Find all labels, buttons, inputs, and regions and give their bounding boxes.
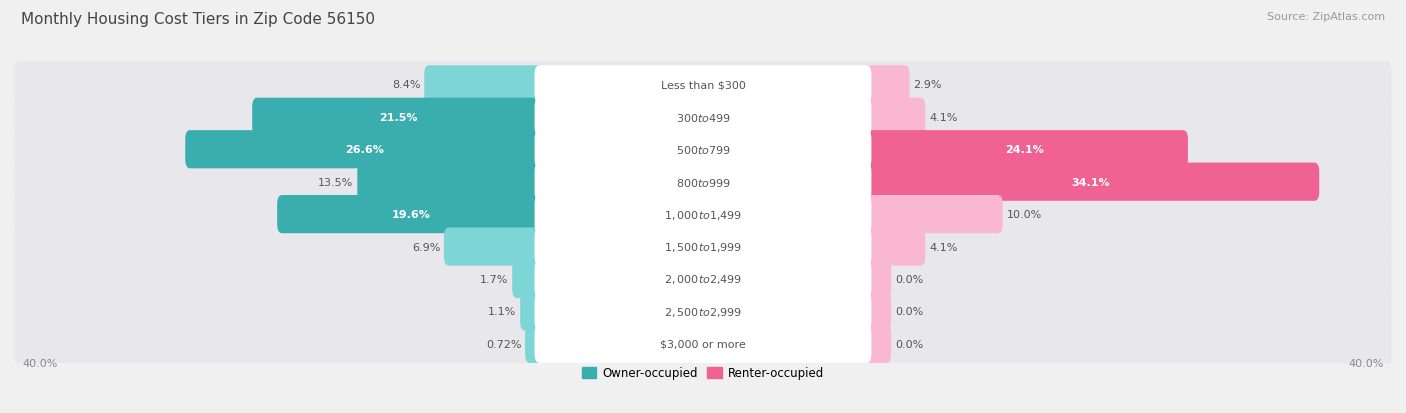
FancyBboxPatch shape: [520, 292, 544, 331]
Text: 1.1%: 1.1%: [488, 307, 516, 317]
Text: 4.1%: 4.1%: [929, 112, 957, 123]
Text: 4.1%: 4.1%: [929, 242, 957, 252]
Text: $1,000 to $1,499: $1,000 to $1,499: [664, 208, 742, 221]
Text: $800 to $999: $800 to $999: [675, 176, 731, 188]
Text: 26.6%: 26.6%: [346, 145, 384, 155]
Text: 0.0%: 0.0%: [896, 274, 924, 284]
Text: 19.6%: 19.6%: [391, 210, 430, 220]
FancyBboxPatch shape: [277, 195, 544, 234]
FancyBboxPatch shape: [862, 260, 891, 298]
FancyBboxPatch shape: [14, 256, 1392, 302]
FancyBboxPatch shape: [357, 163, 544, 201]
FancyBboxPatch shape: [534, 228, 872, 266]
Text: 13.5%: 13.5%: [318, 177, 353, 187]
Text: 8.4%: 8.4%: [392, 80, 420, 90]
FancyBboxPatch shape: [534, 292, 872, 331]
Text: 1.7%: 1.7%: [479, 274, 509, 284]
Text: $2,500 to $2,999: $2,500 to $2,999: [664, 305, 742, 318]
FancyBboxPatch shape: [534, 195, 872, 234]
FancyBboxPatch shape: [444, 228, 544, 266]
FancyBboxPatch shape: [252, 98, 544, 137]
Text: 6.9%: 6.9%: [412, 242, 440, 252]
Text: 40.0%: 40.0%: [22, 358, 58, 368]
FancyBboxPatch shape: [14, 95, 1392, 140]
Text: $1,500 to $1,999: $1,500 to $1,999: [664, 240, 742, 254]
Text: 2.9%: 2.9%: [914, 80, 942, 90]
Text: 34.1%: 34.1%: [1071, 177, 1109, 187]
FancyBboxPatch shape: [14, 321, 1392, 367]
Text: $500 to $799: $500 to $799: [675, 144, 731, 156]
FancyBboxPatch shape: [534, 163, 872, 201]
FancyBboxPatch shape: [862, 131, 1188, 169]
FancyBboxPatch shape: [512, 260, 544, 298]
FancyBboxPatch shape: [862, 325, 891, 363]
FancyBboxPatch shape: [862, 66, 910, 104]
Text: Monthly Housing Cost Tiers in Zip Code 56150: Monthly Housing Cost Tiers in Zip Code 5…: [21, 12, 375, 27]
FancyBboxPatch shape: [14, 224, 1392, 270]
Text: 21.5%: 21.5%: [380, 112, 418, 123]
Text: Less than $300: Less than $300: [661, 80, 745, 90]
Text: Source: ZipAtlas.com: Source: ZipAtlas.com: [1267, 12, 1385, 22]
Text: $300 to $499: $300 to $499: [675, 112, 731, 123]
FancyBboxPatch shape: [862, 195, 1002, 234]
Text: 0.72%: 0.72%: [486, 339, 522, 349]
Text: $2,000 to $2,499: $2,000 to $2,499: [664, 273, 742, 286]
FancyBboxPatch shape: [14, 62, 1392, 108]
Text: 0.0%: 0.0%: [896, 307, 924, 317]
FancyBboxPatch shape: [862, 292, 891, 331]
Text: 10.0%: 10.0%: [1007, 210, 1042, 220]
Legend: Owner-occupied, Renter-occupied: Owner-occupied, Renter-occupied: [578, 362, 828, 384]
FancyBboxPatch shape: [862, 98, 925, 137]
Text: $3,000 or more: $3,000 or more: [661, 339, 745, 349]
FancyBboxPatch shape: [862, 163, 1319, 201]
FancyBboxPatch shape: [534, 98, 872, 137]
FancyBboxPatch shape: [186, 131, 544, 169]
FancyBboxPatch shape: [534, 260, 872, 298]
Text: 24.1%: 24.1%: [1005, 145, 1045, 155]
FancyBboxPatch shape: [534, 66, 872, 104]
Text: 0.0%: 0.0%: [896, 339, 924, 349]
FancyBboxPatch shape: [534, 131, 872, 169]
FancyBboxPatch shape: [14, 127, 1392, 173]
FancyBboxPatch shape: [862, 228, 925, 266]
FancyBboxPatch shape: [534, 325, 872, 363]
FancyBboxPatch shape: [425, 66, 544, 104]
Text: 40.0%: 40.0%: [1348, 358, 1384, 368]
FancyBboxPatch shape: [524, 325, 544, 363]
FancyBboxPatch shape: [14, 289, 1392, 335]
FancyBboxPatch shape: [14, 192, 1392, 237]
FancyBboxPatch shape: [14, 159, 1392, 205]
